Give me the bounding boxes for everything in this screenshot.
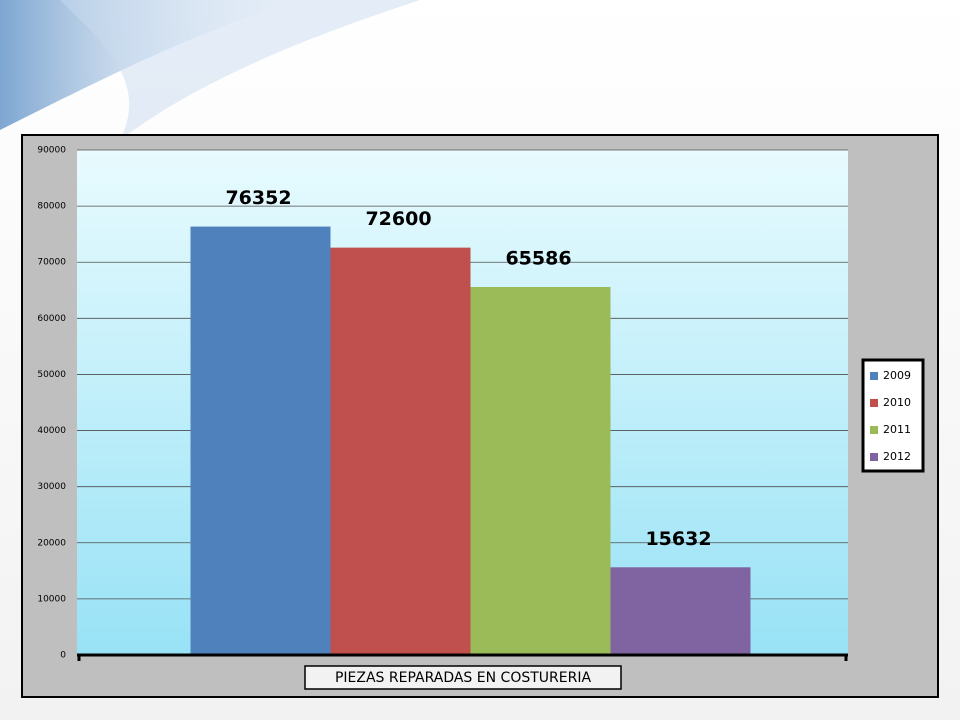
y-tick-label: 70000 [37,258,66,268]
y-tick-label: 0 [60,651,66,661]
data-label: 76352 [225,187,291,209]
y-tick-label: 60000 [37,314,66,324]
y-tick-label: 80000 [37,202,66,212]
y-tick-label: 50000 [37,370,66,380]
legend-swatch [870,399,878,407]
y-tick-label: 20000 [37,538,66,548]
y-tick-label: 90000 [37,146,66,156]
bar [470,286,611,655]
data-label: 65586 [505,247,571,269]
bar [330,247,471,655]
legend-swatch [870,426,878,434]
legend-swatch [870,453,878,461]
y-tick-label: 30000 [37,482,66,492]
swoosh [60,0,420,140]
legend-swatch [870,372,878,380]
legend-label: 2012 [883,450,911,463]
y-tick-label: 10000 [37,594,66,604]
bar [190,226,331,655]
category-box [304,665,622,690]
x-tick-label: PIEZAS REPARADAS EN COSTURERIA [335,670,591,686]
legend-label: 2010 [883,396,911,409]
legend-label: 2009 [883,369,911,382]
data-label: 15632 [645,528,711,550]
y-tick-label: 40000 [37,426,66,436]
data-label: 72600 [365,208,431,230]
bar [610,567,751,655]
swoosh [0,0,300,130]
legend-label: 2011 [883,423,911,436]
